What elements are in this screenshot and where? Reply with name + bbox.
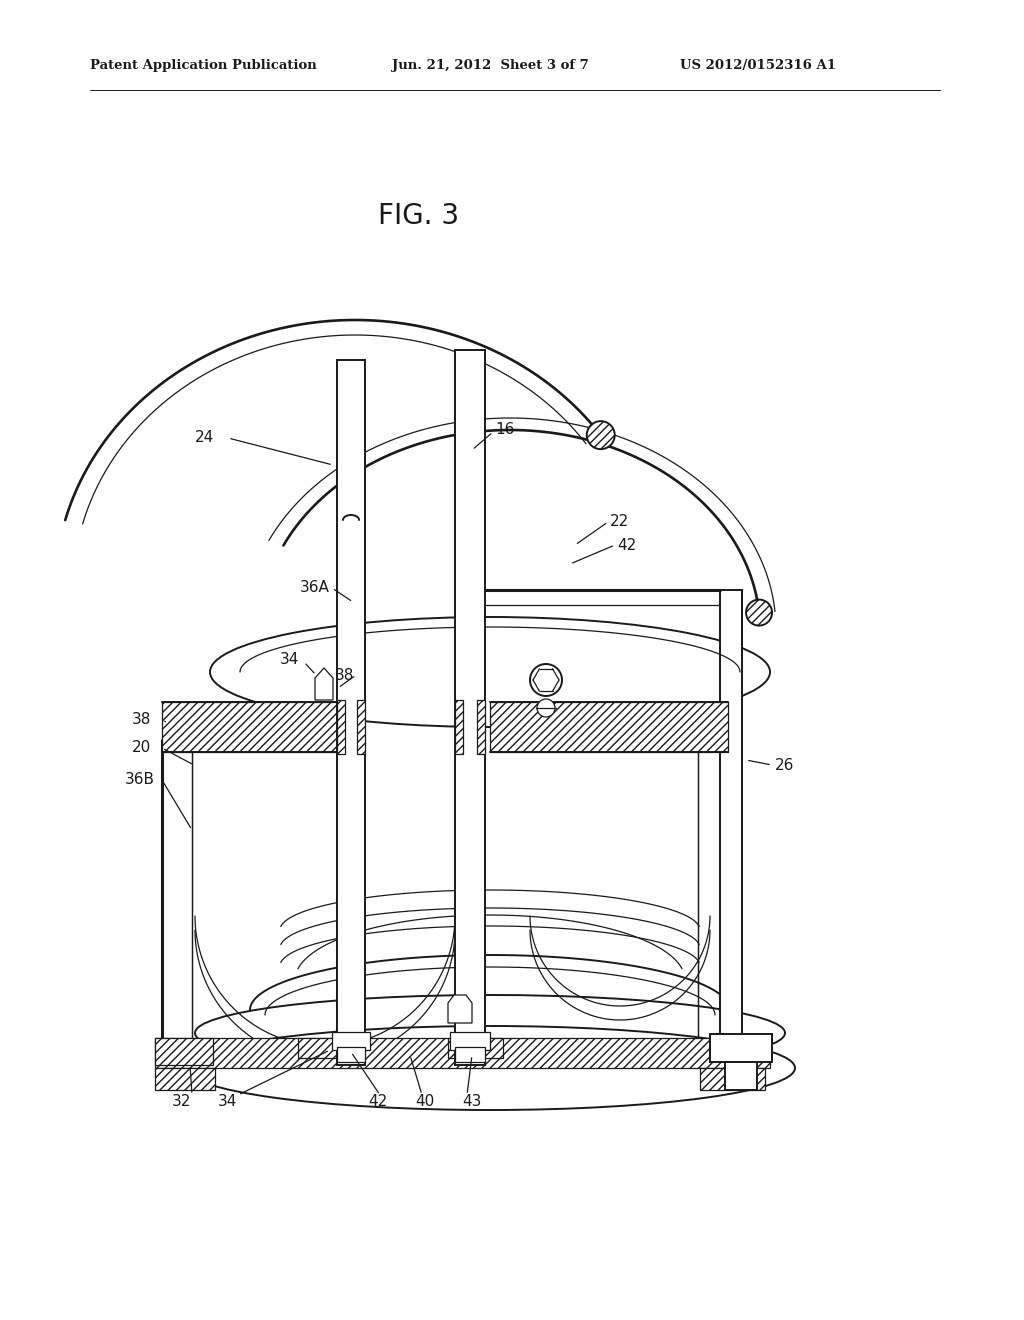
- Bar: [298, 1038, 353, 1059]
- Bar: [345, 520, 360, 711]
- Text: Jun. 21, 2012  Sheet 3 of 7: Jun. 21, 2012 Sheet 3 of 7: [392, 59, 589, 73]
- Bar: [710, 1034, 772, 1063]
- Text: 36B: 36B: [125, 772, 155, 788]
- Bar: [490, 702, 728, 752]
- Bar: [700, 1068, 765, 1090]
- Bar: [720, 590, 742, 1063]
- Text: 34: 34: [280, 652, 299, 668]
- Text: Patent Application Publication: Patent Application Publication: [90, 59, 316, 73]
- Bar: [155, 1038, 770, 1068]
- Polygon shape: [449, 995, 472, 1023]
- Text: 20: 20: [132, 741, 152, 755]
- Bar: [357, 700, 365, 754]
- Bar: [450, 1032, 490, 1049]
- Bar: [337, 700, 345, 754]
- Bar: [162, 702, 337, 752]
- Bar: [449, 1038, 503, 1059]
- Ellipse shape: [195, 995, 785, 1071]
- Circle shape: [537, 700, 555, 717]
- Text: 40: 40: [415, 1094, 434, 1110]
- Text: 22: 22: [610, 515, 630, 529]
- Bar: [455, 1047, 485, 1063]
- Text: 43: 43: [462, 1094, 481, 1110]
- Text: 32: 32: [172, 1094, 191, 1110]
- Bar: [477, 700, 485, 754]
- Text: 36A: 36A: [300, 581, 330, 595]
- Text: 42: 42: [617, 537, 636, 553]
- Ellipse shape: [210, 616, 770, 727]
- Circle shape: [530, 664, 562, 696]
- Bar: [332, 1032, 370, 1049]
- Circle shape: [746, 599, 772, 626]
- Bar: [337, 360, 365, 1065]
- Text: 38: 38: [132, 713, 152, 727]
- Ellipse shape: [185, 1026, 795, 1110]
- Text: 26: 26: [775, 758, 795, 772]
- Bar: [155, 1038, 213, 1065]
- Bar: [725, 1063, 757, 1090]
- Bar: [455, 350, 485, 1065]
- Text: 16: 16: [495, 422, 514, 437]
- Text: FIG. 3: FIG. 3: [378, 202, 459, 230]
- Bar: [455, 700, 463, 754]
- Text: US 2012/0152316 A1: US 2012/0152316 A1: [680, 59, 836, 73]
- Text: 24: 24: [195, 430, 214, 446]
- Circle shape: [587, 421, 614, 449]
- Text: 34: 34: [218, 1094, 238, 1110]
- Polygon shape: [315, 668, 333, 700]
- Text: 38: 38: [335, 668, 354, 682]
- Bar: [337, 1047, 365, 1063]
- Text: 42: 42: [368, 1094, 387, 1110]
- Bar: [155, 1068, 215, 1090]
